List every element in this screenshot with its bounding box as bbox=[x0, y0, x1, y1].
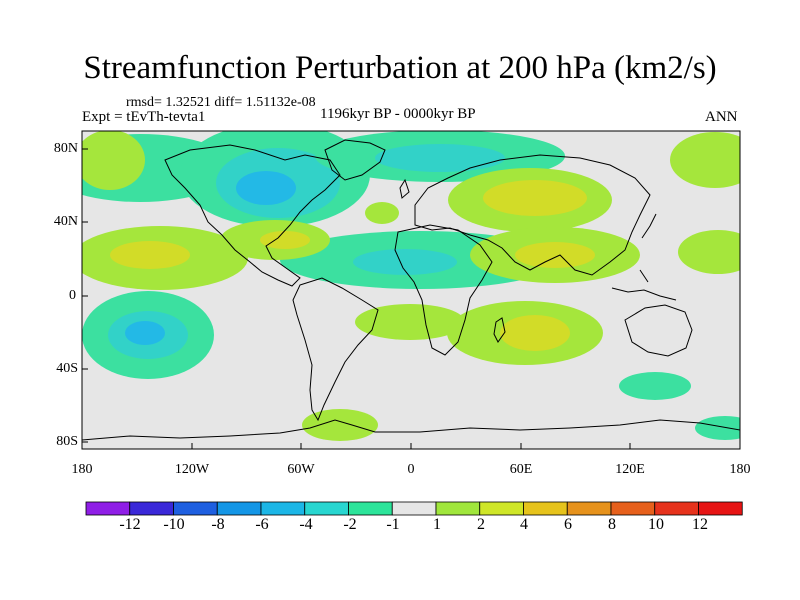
colorbar-box bbox=[129, 501, 174, 516]
x-label-60w: 60W bbox=[287, 462, 315, 477]
colorbar-label: -1 bbox=[386, 516, 400, 533]
colorbar-label: -10 bbox=[163, 516, 185, 533]
contour-neg-atlantic-core bbox=[353, 249, 457, 275]
period-label: 1196kyr BP - 0000kyr BP bbox=[320, 106, 476, 122]
coast-africa bbox=[394, 224, 493, 356]
contour-neg-antarctic-east bbox=[695, 416, 740, 440]
contour-neg-south-indian bbox=[619, 372, 691, 400]
x-label-120w: 120W bbox=[174, 462, 210, 477]
experiment-label: Expt = tEvTh-tevta1 bbox=[82, 109, 206, 125]
x-ticks bbox=[81, 443, 741, 449]
y-label-40s: 40S bbox=[56, 361, 78, 376]
coast-south-america bbox=[292, 277, 379, 422]
coast-eurasia bbox=[414, 154, 651, 276]
colorbar-label: 4 bbox=[520, 516, 528, 533]
contour-field bbox=[82, 131, 740, 449]
contour-pos-south-indian-core bbox=[500, 315, 570, 351]
colorbar-box bbox=[523, 501, 568, 516]
colorbar-box bbox=[698, 501, 743, 516]
contour-neg-greenland-core bbox=[375, 144, 505, 172]
colorbar-box bbox=[348, 501, 393, 516]
contour-pos-dateline-north-e bbox=[670, 132, 740, 188]
colorbar-label: 1 bbox=[433, 516, 441, 533]
coast-australia bbox=[624, 304, 693, 357]
y-ticks bbox=[82, 148, 88, 443]
contour-pos-east-pacific-core bbox=[110, 241, 190, 269]
colorbar-box bbox=[479, 501, 524, 516]
colorbar-box bbox=[216, 501, 262, 516]
y-label-80n: 80N bbox=[53, 141, 78, 156]
plot-title: Streamfunction Perturbation at 200 hPa (… bbox=[83, 50, 717, 86]
coast-north-america bbox=[164, 144, 341, 287]
contour-neg-canada-core bbox=[236, 171, 296, 205]
colorbar-label: 8 bbox=[608, 516, 616, 533]
colorbar-label: 10 bbox=[648, 516, 664, 533]
colorbar bbox=[85, 501, 743, 516]
contour-pos-caribbean-core bbox=[260, 231, 310, 249]
x-label-0: 0 bbox=[407, 462, 415, 477]
colorbar-box bbox=[304, 501, 349, 516]
x-label-180w: 180 bbox=[71, 462, 93, 477]
colorbar-label: -2 bbox=[343, 516, 357, 533]
x-label-120e: 120E bbox=[615, 462, 645, 477]
contour-neg-south-pacific-core bbox=[125, 321, 165, 345]
colorbar-label: -8 bbox=[211, 516, 225, 533]
coast-indonesia bbox=[611, 269, 677, 301]
coast-japan bbox=[641, 213, 657, 239]
coast-greenland bbox=[324, 139, 386, 181]
x-label-60e: 60E bbox=[509, 462, 533, 477]
coast-madagascar bbox=[493, 317, 506, 343]
stats-line: rmsd= 1.32521 diff= 1.51132e-08 bbox=[126, 95, 316, 110]
colorbar-label: 2 bbox=[477, 516, 485, 533]
contour-pos-eurasia-core bbox=[483, 180, 587, 216]
contour-pos-north-atlantic-small bbox=[365, 202, 399, 224]
x-label-180e: 180 bbox=[729, 462, 751, 477]
colorbar-label: 12 bbox=[692, 516, 708, 533]
colorbar-box bbox=[566, 501, 612, 516]
y-label-40n: 40N bbox=[53, 214, 78, 229]
contour-pos-dateline-north bbox=[82, 131, 145, 190]
colorbar-box bbox=[654, 501, 699, 516]
coast-antarctica bbox=[82, 419, 740, 441]
y-label-80s: 80S bbox=[56, 434, 78, 449]
colorbar-box bbox=[260, 501, 306, 516]
colorbar-box bbox=[435, 501, 481, 516]
contour-pos-west-pacific bbox=[678, 230, 740, 274]
contour-pos-asia-tropics-core bbox=[515, 242, 595, 268]
coastlines bbox=[82, 139, 740, 441]
colorbar-box bbox=[173, 501, 218, 516]
coast-uk bbox=[399, 178, 410, 199]
colorbar-box bbox=[610, 501, 656, 516]
colorbar-box bbox=[85, 501, 131, 516]
colorbar-label: -4 bbox=[299, 516, 313, 533]
colorbar-box bbox=[391, 501, 437, 516]
colorbar-label: 6 bbox=[564, 516, 572, 533]
colorbar-label: -12 bbox=[119, 516, 141, 533]
contour-pos-southern-ocean bbox=[302, 409, 378, 441]
colorbar-label: -6 bbox=[255, 516, 269, 533]
season-label: ANN bbox=[705, 109, 738, 125]
contour-pos-south-atlantic bbox=[355, 304, 465, 340]
y-label-0: 0 bbox=[69, 288, 76, 303]
